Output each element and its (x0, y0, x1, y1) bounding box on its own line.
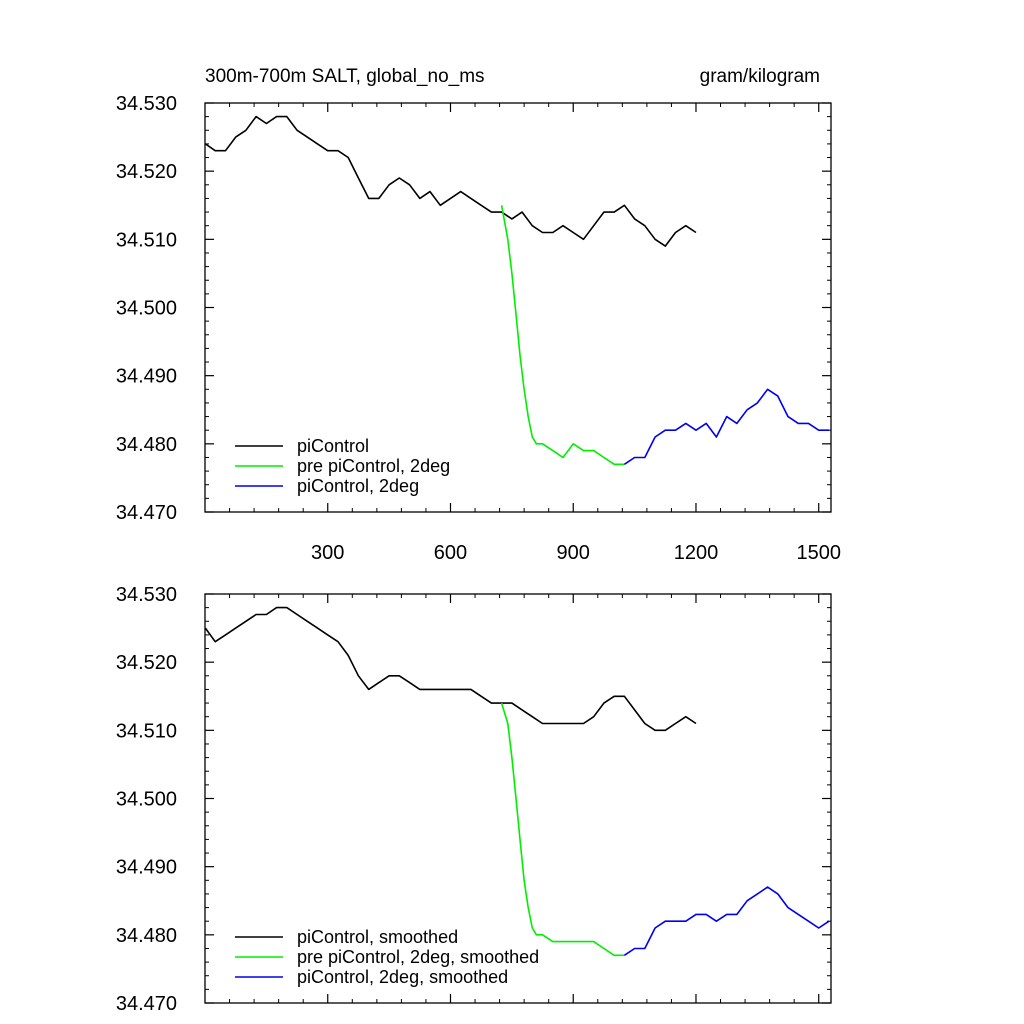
legend-label: pre piControl, 2deg, smoothed (297, 947, 539, 967)
legend-label: piControl, 2deg, smoothed (297, 967, 508, 987)
units-label: gram/kilogram (700, 66, 820, 87)
y-tick-label: 34.510 (116, 720, 177, 742)
legend-label: pre piControl, 2deg (297, 456, 450, 476)
x-tick-label: 1200 (674, 542, 719, 564)
y-tick-label: 34.510 (116, 229, 177, 251)
x-tick-label: 1500 (796, 542, 841, 564)
y-tick-label: 34.480 (116, 434, 177, 456)
y-tick-label: 34.490 (116, 857, 177, 879)
x-tick-label: 600 (434, 542, 467, 564)
y-tick-label: 34.490 (116, 366, 177, 388)
panel-bottom: 34.470 34.480 34.490 34.500 34.510 34.520 34.5… (116, 584, 832, 1015)
series-line-1 (204, 115, 697, 247)
y-tick-label: 34.530 (116, 584, 177, 606)
legend-label: piControl (297, 436, 369, 456)
series-line-2 (500, 702, 625, 957)
chart-title: 300m-700m SALT, global_no_ms (205, 66, 485, 87)
y-tick-label: 34.470 (116, 993, 177, 1015)
x-tick-label: 300 (311, 542, 344, 564)
y-tick-label: 34.530 (116, 93, 177, 115)
y-tick-label: 34.520 (116, 161, 177, 183)
y-tick-label: 34.470 (116, 502, 177, 524)
legend-label: piControl, smoothed (297, 927, 458, 947)
legend-label: piControl, 2deg (297, 476, 419, 496)
series-line-3 (623, 388, 829, 465)
y-tick-label: 34.500 (116, 298, 177, 320)
series-line-1 (204, 606, 697, 732)
y-tick-label: 34.480 (116, 925, 177, 947)
y-tick-label: 34.500 (116, 789, 177, 811)
y-tick-label: 34.520 (116, 652, 177, 674)
series-line-3 (623, 886, 830, 956)
panel-top: 34.470 34.480 34.490 34.500 34.510 34.520 34.5… (116, 93, 841, 564)
series-line-2 (500, 205, 625, 466)
x-tick-label: 900 (557, 542, 590, 564)
